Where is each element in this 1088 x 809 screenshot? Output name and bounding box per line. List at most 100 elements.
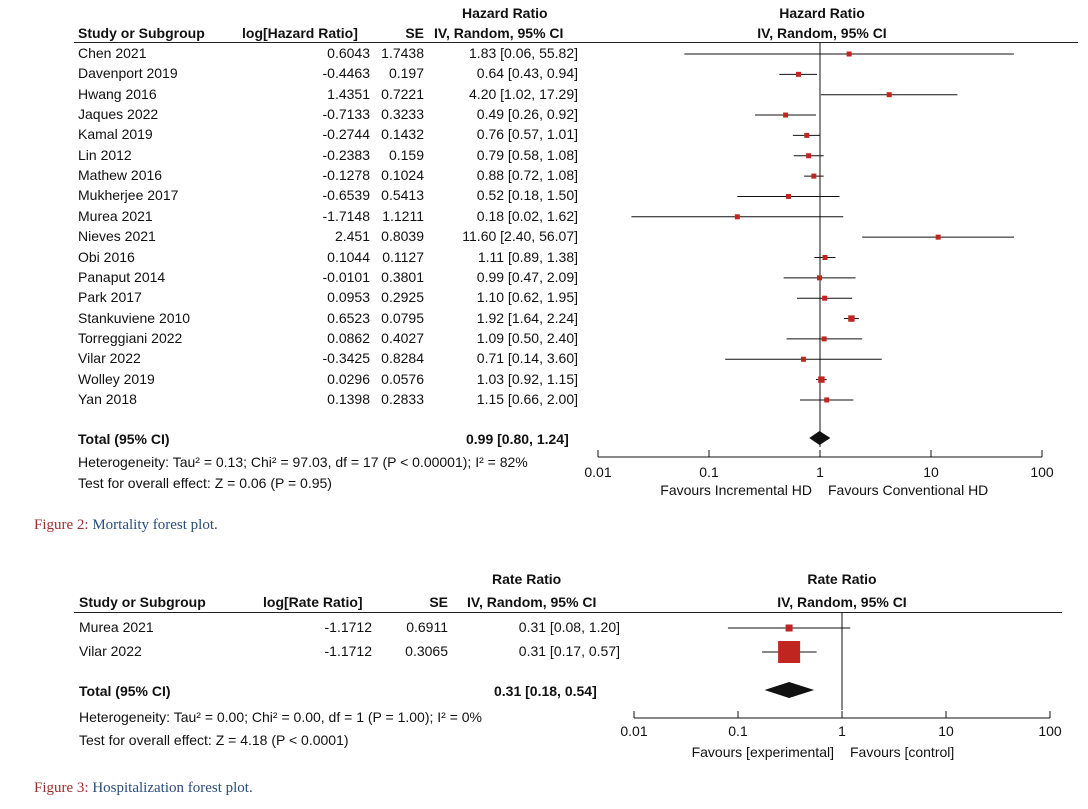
se-value: 0.3233: [381, 106, 424, 123]
effect-marker: [822, 295, 828, 301]
x-tick-label: 0.1: [699, 464, 719, 480]
log-value: 0.0953: [327, 289, 370, 306]
se-value: 0.6911: [406, 619, 448, 635]
plot-subtitle: IV, Random, 95% CI: [777, 594, 907, 610]
x-tick-label: 100: [1038, 723, 1062, 739]
ci-value: 1.10 [0.62, 1.95]: [476, 289, 578, 306]
study-name: Torreggiani 2022: [78, 329, 183, 346]
header-rule: [74, 612, 1062, 613]
se-value: 0.7221: [381, 85, 424, 102]
log-value: -0.4463: [322, 65, 370, 82]
ci-value: 4.20 [1.02, 17.29]: [469, 85, 578, 102]
plot-title: Rate Ratio: [807, 571, 877, 587]
overall-effect-text: Test for overall effect: Z = 0.06 (P = 0…: [78, 475, 332, 491]
effect-marker: [795, 71, 801, 77]
se-value: 0.0795: [381, 309, 424, 326]
study-name: Stankuviene 2010: [78, 309, 191, 326]
x-tick-label: 1: [816, 464, 824, 480]
x-tick-label: 0.1: [728, 723, 748, 739]
effect-marker: [848, 315, 855, 322]
study-name: Park 2017: [78, 289, 142, 306]
effect-marker: [822, 255, 828, 260]
ci-value: 0.64 [0.43, 0.94]: [476, 65, 578, 82]
log-column-header: log[Rate Ratio]: [263, 594, 363, 610]
se-column-header: SE: [405, 25, 424, 41]
study-name: Yan 2018: [78, 390, 137, 407]
forest-plot-chart: 0.01 0.1 1 10 100 Favours Incremental HD Favou…: [584, 42, 1054, 498]
caption-label: Figure 2:: [34, 517, 89, 533]
study-name: Chen 2021: [78, 45, 147, 61]
log-value: -0.6539: [322, 187, 370, 204]
log-value: 0.0862: [327, 329, 370, 346]
ci-value: 1.09 [0.50, 2.40]: [476, 329, 578, 346]
log-value: 2.451: [334, 228, 370, 245]
total-label: Total (95% CI): [78, 431, 170, 447]
ci-value: 11.60 [2.40, 56.07]: [462, 228, 578, 245]
effect-marker: [818, 376, 825, 383]
x-tick-label: 1: [838, 723, 846, 739]
log-value: -1.7148: [322, 207, 370, 224]
ci-value: 1.11 [0.89, 1.38]: [477, 248, 578, 265]
pooled-estimate-diamond: [809, 431, 831, 445]
caption-label: Figure 3:: [34, 780, 89, 796]
se-column-header: SE: [429, 594, 448, 610]
log-value: 0.6523: [327, 309, 370, 326]
se-value: 0.1127: [382, 248, 424, 265]
effect-marker: [783, 112, 789, 118]
total-label: Total (95% CI): [79, 683, 171, 699]
caption-text: Hospitalization forest plot.: [92, 780, 253, 796]
log-value: -1.1712: [324, 619, 372, 635]
hospitalization-forest-plot: Rate Ratio Rate Ratio Study or Subgroup …: [0, 565, 1088, 796]
se-value: 1.1211: [382, 207, 424, 224]
study-name: Nieves 2021: [78, 228, 156, 245]
study-name: Obi 2016: [78, 248, 135, 265]
ci-value: 1.03 [0.92, 1.15]: [476, 370, 578, 387]
study-name: Wolley 2019: [78, 370, 155, 387]
total-ci: 0.99 [0.80, 1.24]: [466, 431, 569, 447]
forest-plot-chart: 0.01 0.1 1 10 100 Favours [experimental] Favou…: [620, 612, 1062, 760]
total-ci: 0.31 [0.18, 0.54]: [494, 683, 597, 699]
se-value: 0.1024: [381, 167, 424, 184]
log-value: 1.4351: [327, 85, 370, 102]
ci-value: 0.18 [0.02, 1.62]: [476, 207, 578, 224]
x-tick-label: 0.01: [620, 723, 647, 739]
se-value: 0.159: [388, 146, 424, 163]
se-value: 0.3065: [405, 643, 448, 659]
x-tick-label: 10: [938, 723, 954, 739]
mortality-forest-plot: Hazard Ratio Hazard Ratio Study or Subgr…: [34, 5, 1078, 533]
effect-marker: [821, 336, 827, 342]
caption-text: Mortality forest plot.: [92, 517, 218, 533]
ci-column-header: IV, Random, 95% CI: [434, 25, 564, 41]
header-rule: [74, 42, 1078, 43]
effect-marker: [886, 92, 892, 98]
favours-right-label: Favours Conventional HD: [828, 482, 988, 498]
log-value: -1.1712: [324, 643, 372, 659]
favours-right-label: Favours [control]: [850, 744, 954, 760]
effect-marker: [935, 234, 941, 240]
study-name: Hwang 2016: [78, 85, 157, 102]
study-name: Mukherjee 2017: [78, 187, 179, 204]
ci-value: 0.88 [0.72, 1.08]: [476, 167, 578, 184]
ci-value: 0.79 [0.58, 1.08]: [476, 146, 578, 163]
plot-title: Hazard Ratio: [779, 5, 865, 21]
ci-value: 1.92 [1.64, 2.24]: [476, 309, 578, 326]
x-tick-label: 100: [1030, 464, 1054, 480]
x-tick-label: 10: [923, 464, 939, 480]
effect-marker: [778, 641, 801, 663]
effect-marker: [817, 275, 823, 281]
se-value: 0.0576: [381, 370, 424, 387]
effect-marker: [785, 624, 793, 632]
log-value: -0.7133: [322, 106, 370, 123]
se-value: 0.5413: [381, 187, 424, 204]
plot-subtitle: IV, Random, 95% CI: [757, 25, 887, 41]
effect-marker: [785, 193, 791, 199]
se-value: 0.2833: [381, 390, 424, 407]
x-tick-label: 0.01: [584, 464, 611, 480]
ci-value: 0.49 [0.26, 0.92]: [476, 106, 578, 123]
log-column-header: log[Hazard Ratio]: [242, 25, 358, 41]
ci-value: 0.76 [0.57, 1.01]: [476, 126, 578, 143]
effect-marker: [806, 153, 812, 159]
study-column-header: Study or Subgroup: [79, 594, 206, 610]
ci-value: 0.31 [0.08, 1.20]: [518, 619, 620, 635]
log-value: -0.2744: [322, 126, 370, 143]
